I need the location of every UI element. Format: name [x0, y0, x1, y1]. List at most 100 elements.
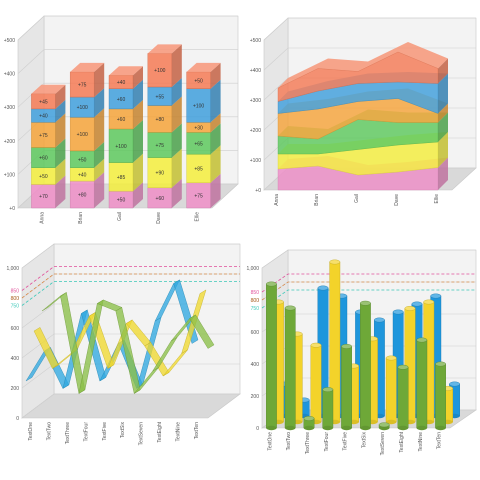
cylinder-base — [266, 425, 277, 431]
bar-segment-side — [55, 175, 66, 208]
data-label: +55 — [156, 94, 165, 100]
y-tick-label: 200 — [251, 394, 260, 400]
bar-segment-side — [55, 138, 66, 168]
x-tick-label: TextThree — [65, 422, 71, 444]
y-tick-label: +200 — [4, 139, 15, 145]
x-tick-label: Gail — [354, 194, 360, 203]
cylinder-top — [341, 344, 353, 349]
cylinder-top — [430, 293, 442, 299]
cylinder-body — [284, 307, 296, 429]
data-label: +60 — [117, 97, 126, 103]
y-tick-label: +300 — [250, 98, 261, 104]
y-tick-label: 0 — [16, 416, 19, 422]
cylinder-base — [435, 425, 446, 431]
bar-segment-side — [210, 123, 221, 155]
x-tick-label: Ellie — [434, 194, 440, 204]
data-label: +90 — [156, 171, 165, 177]
cylinder-top — [392, 309, 404, 315]
cylinder-top — [449, 381, 461, 387]
data-label: +60 — [156, 196, 165, 202]
x-tick-label: TextEight — [157, 421, 163, 442]
data-label: +80 — [78, 193, 87, 199]
cylinder-base — [341, 425, 352, 431]
data-label: +60 — [117, 117, 126, 123]
data-label: +40 — [39, 114, 48, 120]
cylinder-body — [359, 303, 371, 429]
floor — [21, 393, 241, 419]
x-tick-label: TextSix — [120, 422, 126, 439]
x-tick-label: TextSeven — [380, 432, 386, 456]
bar-segment-top — [186, 62, 221, 72]
x-tick-label: Anna — [274, 194, 280, 206]
y-tick-label: 400 — [11, 356, 20, 362]
x-tick-label: TextEight — [399, 431, 405, 452]
bar-segment-side — [94, 62, 105, 98]
x-tick-label: Brian — [78, 212, 84, 224]
x-tick-label: TextFive — [343, 432, 349, 451]
bar-segment-side — [171, 178, 182, 208]
cylinder-body — [322, 389, 334, 429]
data-label: +85 — [117, 175, 126, 181]
data-label: +65 — [194, 141, 203, 147]
area-side — [438, 132, 448, 168]
x-tick-label: Anna — [39, 212, 45, 224]
y-tick-label: +500 — [4, 38, 15, 44]
cylinder-body — [266, 283, 277, 429]
data-label: +100 — [115, 144, 126, 150]
cylinder-body — [416, 339, 428, 429]
x-tick-label: TextTen — [194, 422, 200, 439]
bar-segment-side — [94, 158, 105, 182]
x-tick-label: Brian — [314, 194, 320, 206]
y-tick-label: +0 — [9, 206, 15, 212]
y-tick-label: 600 — [11, 326, 20, 332]
bar-segment-side — [210, 173, 221, 208]
cylinder-body — [310, 344, 322, 423]
reference-line-label: 750 — [251, 306, 260, 312]
gridline — [261, 249, 476, 269]
bar-segment-side — [210, 113, 221, 133]
x-tick-label: Dave — [156, 212, 162, 224]
x-tick-label: TextNine — [176, 422, 182, 442]
bar-segment-side — [55, 84, 66, 109]
cylinder-base — [322, 425, 333, 431]
data-label: +50 — [117, 198, 126, 204]
cylinder-body — [385, 357, 397, 423]
cylinder-base — [360, 425, 371, 431]
stacked-bar-3d-chart: +0 +100 +200 +300 +400 +500 +70 +50 +60 +75 +40 +45… — [4, 15, 239, 224]
x-tick-label: TextSix — [361, 432, 367, 449]
y-tick-label: 800 — [251, 298, 260, 304]
reference-line-label: 800 — [11, 296, 20, 302]
y-tick-label: +0 — [255, 188, 261, 194]
reference-line — [21, 273, 240, 299]
cylinder-top — [435, 361, 447, 367]
y-tick-label: 400 — [251, 362, 260, 368]
data-label: +40 — [117, 80, 126, 86]
data-label: +30 — [194, 125, 203, 131]
bar-segment-side — [210, 79, 221, 123]
x-tick-label: TextSeven — [139, 422, 145, 446]
cylinder-top — [284, 305, 296, 311]
area-side — [438, 103, 448, 123]
reference-line-label: 750 — [11, 304, 20, 310]
bar-segment-side — [171, 123, 182, 158]
y-tick-label: 0 — [256, 426, 259, 432]
gridline — [21, 303, 240, 329]
cylinder-top — [266, 281, 277, 287]
bar-segment-side — [133, 99, 143, 129]
gridline — [21, 243, 240, 269]
y-tick-label: 800 — [11, 296, 20, 302]
reference-line — [21, 281, 240, 306]
bar-segment-side — [133, 120, 143, 163]
y-tick-label: +400 — [4, 72, 15, 78]
x-tick-label: Ellie — [195, 212, 201, 222]
gridline — [17, 15, 238, 41]
y-tick-label: +400 — [250, 68, 261, 74]
bar-segment-side — [171, 78, 182, 106]
reference-line-label: 800 — [251, 298, 260, 304]
x-tick-label: TextTwo — [286, 432, 292, 451]
reference-line-label: 850 — [11, 289, 20, 295]
x-tick-label: TextTwo — [46, 422, 52, 441]
data-label: +50 — [78, 157, 87, 163]
cylinder-body — [397, 366, 409, 429]
